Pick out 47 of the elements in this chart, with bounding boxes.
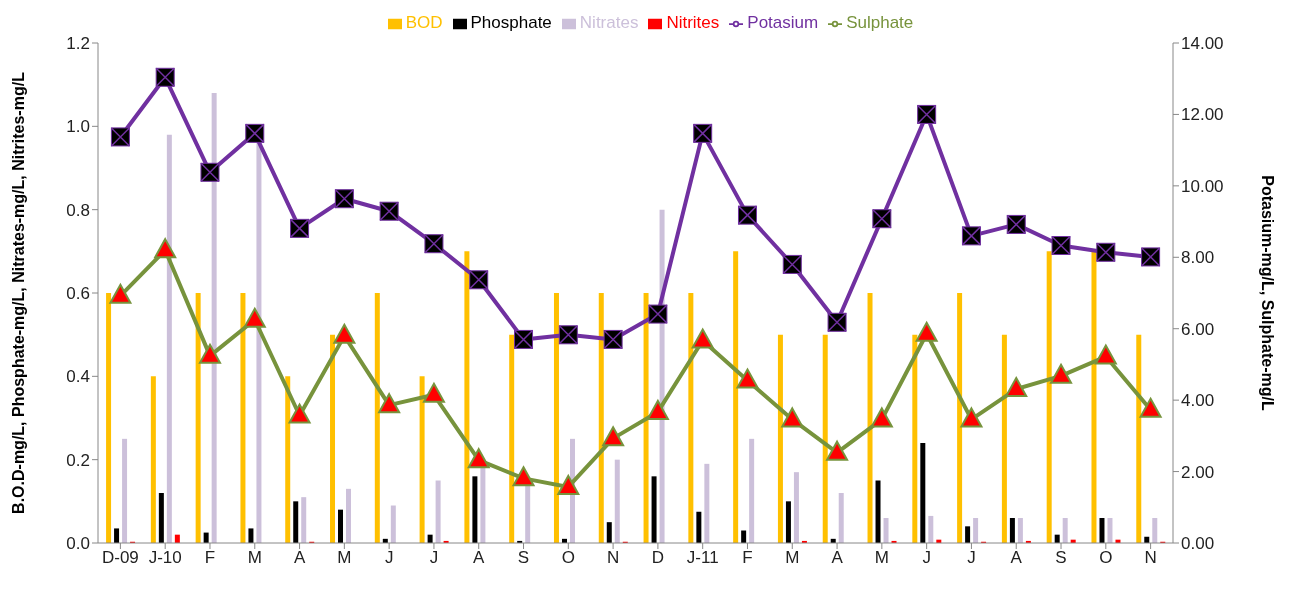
x-tick-label: S: [1055, 548, 1067, 568]
y2-tick-label: 2.00: [1181, 462, 1215, 482]
legend-label: Sulphate: [846, 13, 914, 32]
x-tick-label: J: [429, 548, 439, 568]
x-tick-label: A: [293, 548, 306, 568]
x-tick-label: F: [204, 548, 216, 568]
x-tick-label: M: [247, 548, 262, 568]
y-tick-label: 1.0: [66, 117, 90, 137]
x-tick-label: A: [831, 548, 844, 568]
x-tick-label: N: [1144, 548, 1157, 568]
y-tick-label: 0.6: [66, 284, 90, 304]
legend-label: Potasium: [747, 13, 819, 32]
y2-tick-label: 6.00: [1181, 319, 1215, 339]
y2-tick-label: 4.00: [1181, 391, 1215, 411]
x-tick-label: J: [922, 548, 931, 568]
legend-label: BOD: [405, 13, 443, 32]
y2-tick-label: 12.00: [1181, 105, 1224, 125]
x-tick-label: A: [473, 548, 486, 568]
y2-tick-label: 10.00: [1181, 176, 1224, 196]
x-tick-label: M: [337, 548, 352, 568]
y2-axis-title: Potasium-mg/L, Sulphate-mg/L: [1259, 175, 1277, 412]
y-tick-label: 0.0: [66, 534, 90, 554]
y2-tick-label: 14.00: [1181, 34, 1224, 54]
x-tick-label: D-09: [101, 548, 139, 568]
x-tick-label: M: [785, 548, 800, 568]
x-tick-label: N: [606, 548, 620, 568]
x-tick-label: J: [967, 548, 976, 568]
x-tick-label: F: [742, 548, 753, 568]
x-tick-label: O: [561, 548, 575, 568]
legend-label: Nitrites: [666, 13, 720, 32]
legend-label: Phosphate: [470, 13, 552, 32]
x-tick-label: A: [1010, 548, 1023, 568]
y-tick-label: 1.2: [66, 34, 90, 54]
y-tick-label: 0.4: [66, 367, 90, 387]
legend-label: Nitrates: [579, 13, 639, 32]
x-tick-label: J-11: [686, 548, 719, 568]
y2-tick-label: 8.00: [1181, 248, 1215, 268]
y-tick-label: 0.2: [66, 450, 90, 470]
x-tick-label: S: [517, 548, 530, 568]
x-tick-label: D: [651, 548, 665, 568]
x-tick-label: O: [1099, 548, 1113, 568]
x-tick-label: J-10: [148, 548, 182, 568]
y2-tick-label: 0.00: [1181, 534, 1215, 554]
y-tick-label: 0.8: [66, 200, 90, 220]
x-tick-label: J: [384, 548, 394, 568]
y-axis-title: B.O.D-mg/L, Phosphate-mg/L, Nitrates-mg/L, Nitrites-mg/L: [9, 71, 27, 514]
x-tick-label: M: [874, 548, 889, 568]
